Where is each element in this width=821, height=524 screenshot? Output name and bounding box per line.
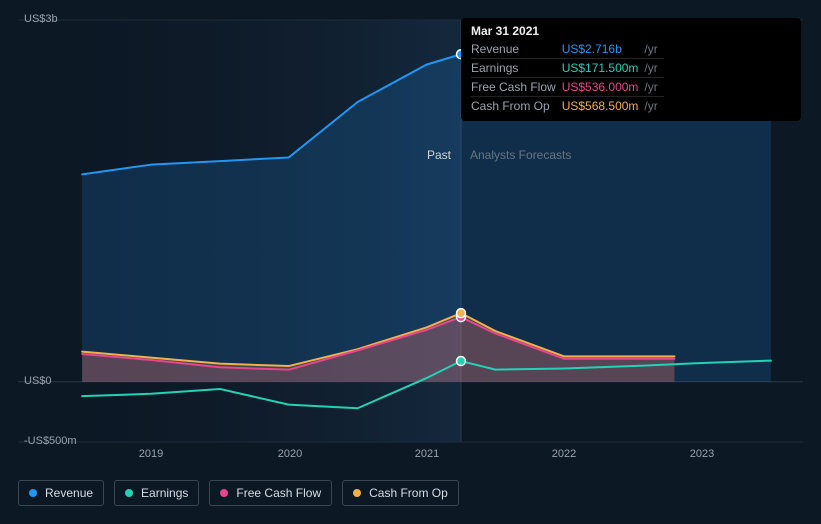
legend-item-fcf[interactable]: Free Cash Flow [209, 480, 332, 506]
tooltip-row: EarningsUS$171.500m/yr [471, 59, 664, 78]
tooltip-row-unit: /yr [644, 59, 663, 78]
legend-swatch [220, 489, 228, 497]
legend-label: Cash From Op [369, 486, 448, 500]
legend-label: Earnings [141, 486, 188, 500]
tooltip-row: Free Cash FlowUS$536.000m/yr [471, 78, 664, 97]
tooltip-row-unit: /yr [644, 97, 663, 116]
tooltip-row-unit: /yr [644, 78, 663, 97]
legend-item-earnings[interactable]: Earnings [114, 480, 199, 506]
y-axis-label: US$3b [24, 13, 58, 25]
tooltip-row-value: US$536.000m [562, 78, 645, 97]
legend-label: Revenue [45, 486, 93, 500]
legend: Revenue Earnings Free Cash Flow Cash From O… [18, 480, 459, 506]
tooltip-row-value: US$2.716b [562, 40, 645, 59]
tooltip-row-value: US$171.500m [562, 59, 645, 78]
tooltip-date: Mar 31 2021 [471, 24, 791, 38]
y-axis-label: -US$500m [24, 435, 77, 447]
tooltip-table: RevenueUS$2.716b/yrEarningsUS$171.500m/y… [471, 40, 664, 115]
legend-item-revenue[interactable]: Revenue [18, 480, 104, 506]
tooltip-row-unit: /yr [644, 40, 663, 59]
tooltip-row-value: US$568.500m [562, 97, 645, 116]
y-axis-label: US$0 [24, 375, 52, 387]
legend-item-cfo[interactable]: Cash From Op [342, 480, 459, 506]
region-label-forecasts: Analysts Forecasts [470, 148, 571, 162]
x-axis-label: 2021 [415, 448, 439, 460]
legend-label: Free Cash Flow [236, 486, 321, 500]
x-axis-label: 2019 [139, 448, 163, 460]
tooltip-row: RevenueUS$2.716b/yr [471, 40, 664, 59]
legend-swatch [125, 489, 133, 497]
chart-root: US$3b US$0 -US$500m 2019 2020 2021 2022 2023 P… [0, 0, 821, 524]
legend-swatch [29, 489, 37, 497]
x-axis-label: 2023 [690, 448, 714, 460]
x-axis-label: 2020 [278, 448, 302, 460]
tooltip-row-label: Revenue [471, 40, 562, 59]
tooltip-row-label: Free Cash Flow [471, 78, 562, 97]
region-label-past: Past [427, 148, 451, 162]
x-axis-label: 2022 [552, 448, 576, 460]
tooltip-row: Cash From OpUS$568.500m/yr [471, 97, 664, 116]
chart-tooltip: Mar 31 2021 RevenueUS$2.716b/yrEarningsU… [461, 18, 801, 121]
tooltip-row-label: Earnings [471, 59, 562, 78]
tooltip-row-label: Cash From Op [471, 97, 562, 116]
legend-swatch [353, 489, 361, 497]
